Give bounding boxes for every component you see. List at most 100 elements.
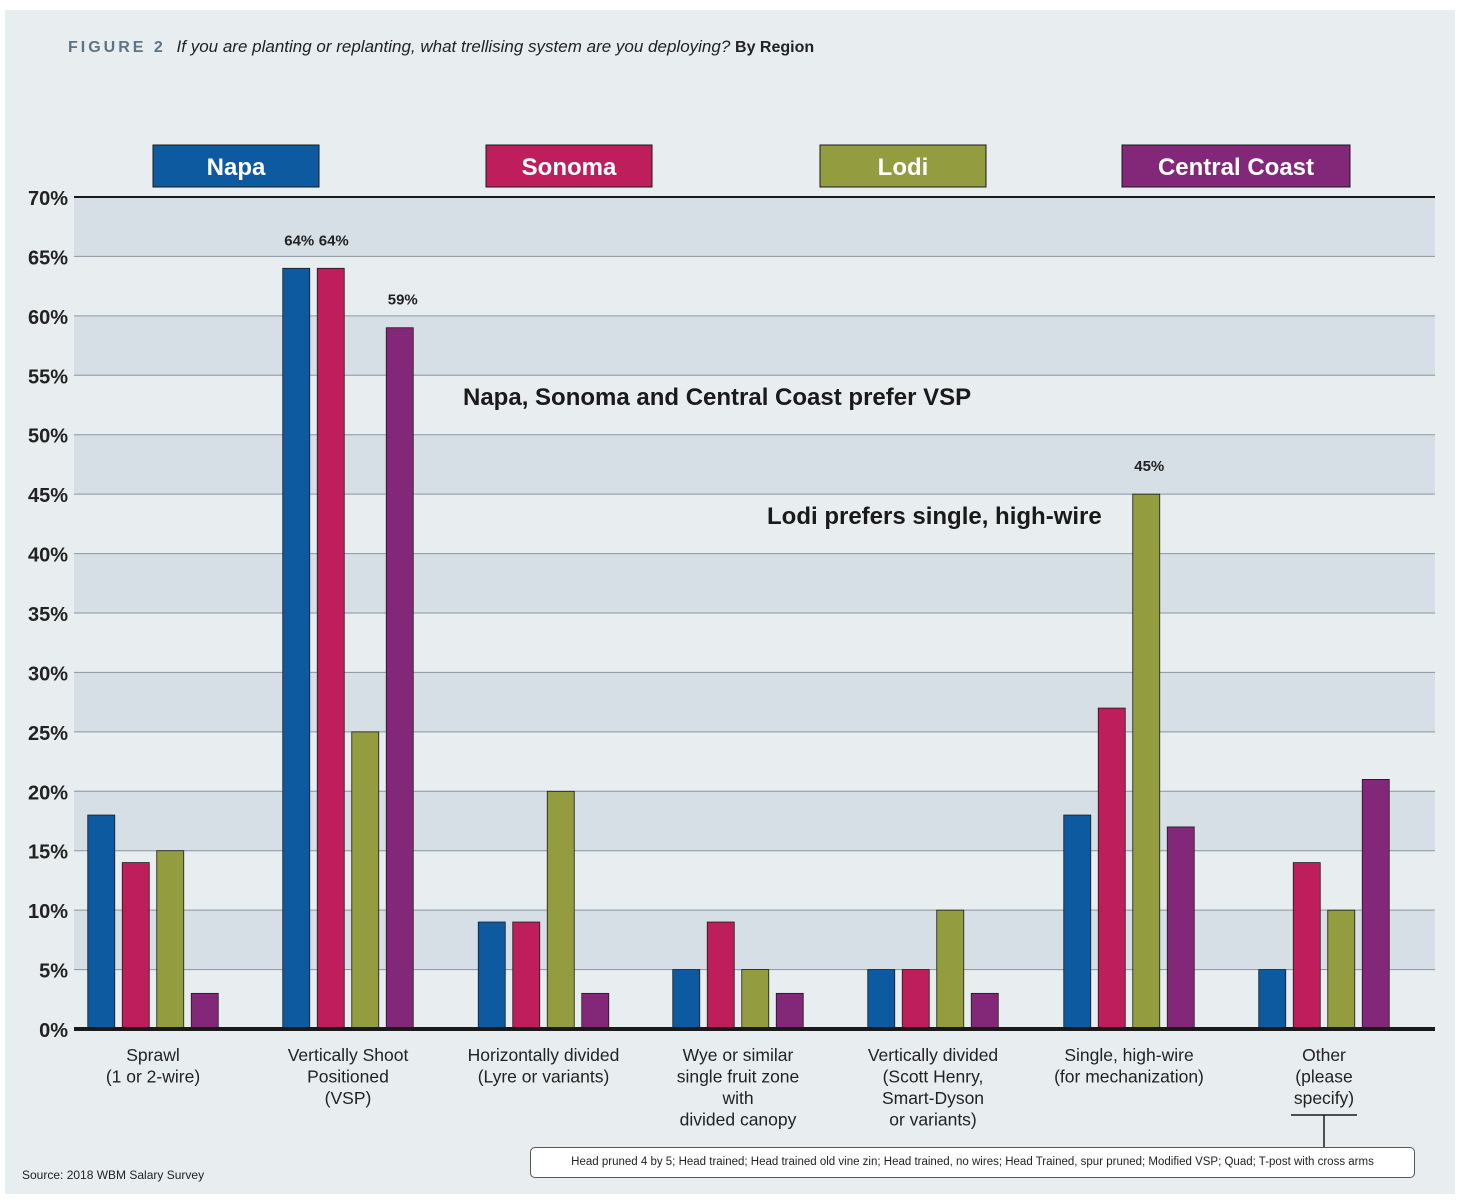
- y-tick-label: 35%: [28, 604, 68, 626]
- x-tick-label: Wye or similar: [683, 1045, 794, 1065]
- data-label: 59%: [388, 292, 418, 309]
- chart: Napa Sonoma Lodi Central Coast 0% 5% 10% 15% 20…: [28, 144, 1435, 1147]
- annotation: Lodi prefers single, high-wire: [767, 503, 1102, 530]
- legend-label: Central Coast: [1158, 154, 1314, 181]
- y-tick-label: 70%: [28, 188, 68, 210]
- bar-central-coast: [581, 992, 610, 1030]
- legend-swatch: [1121, 144, 1351, 188]
- grid-band: [74, 672, 1435, 732]
- bars: [87, 267, 1390, 1030]
- figure-suffix: By Region: [735, 39, 815, 56]
- x-axis: Sprawl(1 or 2-wire) Vertically ShootPosit…: [106, 1045, 1354, 1130]
- bar-napa: [1258, 969, 1287, 1030]
- bar-napa: [87, 814, 116, 1030]
- bar-central-coast: [970, 992, 999, 1030]
- data-label: 64%: [319, 232, 349, 249]
- y-tick-label: 15%: [28, 842, 68, 864]
- x-tick-label: (Lyre or variants): [478, 1067, 610, 1087]
- x-tick-label: Single, high-wire: [1064, 1045, 1193, 1065]
- x-tick-label: or variants): [889, 1110, 977, 1130]
- y-tick-label: 55%: [28, 366, 68, 388]
- axes: [74, 196, 1435, 1031]
- grid-bands: [74, 197, 1435, 970]
- x-tick-label: Smart-Dyson: [882, 1088, 984, 1108]
- y-tick-label: 50%: [28, 426, 68, 448]
- y-tick-label: 40%: [28, 545, 68, 567]
- data-labels: 64% 64% 59% 45%: [284, 232, 1164, 475]
- legend-swatch: [485, 144, 653, 188]
- bar-sonoma: [1292, 862, 1321, 1030]
- y-tick-label: 60%: [28, 307, 68, 329]
- bar-central-coast: [385, 327, 414, 1030]
- y-tick-label: 5%: [39, 961, 68, 983]
- x-tick-label: (please: [1295, 1067, 1352, 1087]
- bar-sonoma: [901, 969, 930, 1030]
- annotation: Napa, Sonoma and Central Coast prefer VS…: [463, 384, 971, 411]
- bar-lodi: [1132, 493, 1161, 1030]
- legend-swatch: [819, 144, 987, 188]
- legend-label: Lodi: [878, 154, 929, 181]
- x-tick-label: Positioned: [307, 1067, 389, 1087]
- data-label: 45%: [1134, 458, 1164, 475]
- figure-question: If you are planting or replanting, what …: [176, 37, 731, 56]
- y-tick-label: 30%: [28, 663, 68, 685]
- x-tick-label: (for mechanization): [1054, 1067, 1204, 1087]
- x-tick-label: (VSP): [325, 1088, 372, 1108]
- source-note: Source: 2018 WBM Salary Survey: [22, 1168, 205, 1182]
- bar-sonoma: [121, 862, 150, 1030]
- bar-napa: [1063, 814, 1092, 1030]
- grid-band: [74, 910, 1435, 970]
- legend-label: Napa: [207, 154, 266, 181]
- x-tick-label: Sprawl: [126, 1045, 180, 1065]
- bar-central-coast: [190, 992, 219, 1030]
- legend: Napa Sonoma Lodi Central Coast: [152, 144, 1351, 188]
- grid-band: [74, 791, 1435, 851]
- grid-band: [74, 553, 1435, 613]
- y-tick-label: 45%: [28, 485, 68, 507]
- legend-swatch: [152, 144, 320, 188]
- footnote-connector: [1291, 1114, 1357, 1147]
- x-tick-label: Vertically Shoot: [288, 1045, 409, 1065]
- y-tick-label: 20%: [28, 782, 68, 804]
- footnote-box: Head pruned 4 by 5; Head trained; Head t…: [530, 1147, 1415, 1178]
- y-tick-label: 65%: [28, 247, 68, 269]
- x-tick-label: (1 or 2-wire): [106, 1067, 200, 1087]
- bar-lodi: [741, 969, 770, 1030]
- bar-sonoma: [512, 921, 541, 1030]
- y-tick-label: 0%: [39, 1020, 68, 1042]
- bar-central-coast: [1361, 779, 1390, 1030]
- bar-central-coast: [775, 992, 804, 1030]
- y-axis: 0% 5% 10% 15% 20% 25% 30% 35% 40% 45% 50% 55% 60% 65%…: [28, 188, 68, 1042]
- x-tick-label: single fruit zone: [677, 1067, 800, 1087]
- x-tick-label: divided canopy: [680, 1110, 797, 1130]
- bar-lodi: [1327, 909, 1356, 1030]
- bar-napa: [867, 969, 896, 1030]
- x-tick-label: Vertically divided: [868, 1045, 998, 1065]
- bar-sonoma: [706, 921, 735, 1030]
- x-tick-label: with: [721, 1088, 753, 1108]
- bar-napa: [672, 969, 701, 1030]
- bar-lodi: [351, 731, 380, 1030]
- bar-sonoma: [1097, 707, 1126, 1030]
- bar-napa: [282, 267, 311, 1030]
- figure-title: FIGURE 2 If you are planting or replanti…: [68, 37, 814, 57]
- grid-band: [74, 315, 1435, 376]
- y-tick-label: 10%: [28, 901, 68, 923]
- data-label: 64%: [284, 232, 314, 249]
- x-tick-label: (Scott Henry,: [883, 1067, 984, 1087]
- grid-band: [74, 197, 1435, 257]
- x-tick-label: Other: [1302, 1045, 1346, 1065]
- x-tick-label: specify): [1294, 1088, 1354, 1108]
- bar-lodi: [156, 850, 185, 1030]
- bar-napa: [477, 921, 506, 1030]
- legend-label: Sonoma: [522, 154, 617, 181]
- annotations: Napa, Sonoma and Central Coast prefer VS…: [463, 384, 1102, 530]
- figure-label: FIGURE 2: [68, 39, 166, 56]
- x-tick-label: Horizontally divided: [468, 1045, 620, 1065]
- bar-sonoma: [316, 267, 345, 1030]
- figure-panel: FIGURE 2 If you are planting or replanti…: [5, 10, 1455, 1194]
- bar-lodi: [546, 790, 575, 1030]
- bar-lodi: [936, 909, 965, 1030]
- bar-central-coast: [1166, 826, 1195, 1030]
- grid-band: [74, 434, 1435, 495]
